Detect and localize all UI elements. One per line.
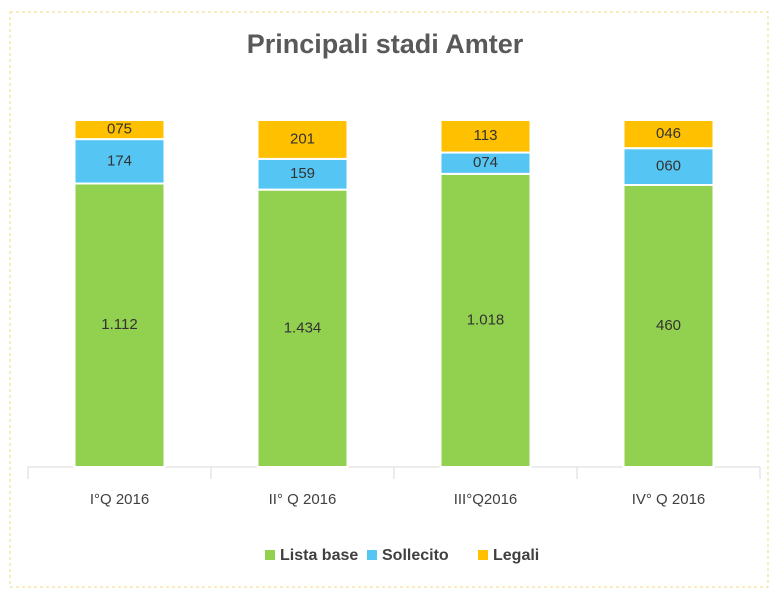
bar-segment [622, 183, 715, 468]
legend-swatch [367, 550, 377, 560]
bar-segment [73, 138, 166, 185]
legend-label: Legali [493, 547, 539, 564]
bar-segment [622, 119, 715, 150]
data-label: 1.112 [101, 316, 137, 333]
data-label: 1.018 [467, 311, 505, 328]
data-label: 460 [656, 317, 681, 334]
data-label: 075 [107, 121, 132, 138]
bar-segment [256, 119, 349, 160]
data-label: 1.434 [284, 319, 322, 336]
chart-border [9, 11, 769, 588]
data-label: 113 [474, 127, 498, 144]
bar-segment [73, 119, 166, 141]
bar-segment [439, 172, 532, 468]
x-tick-label: III°Q2016 [454, 491, 518, 508]
bar-segment [622, 147, 715, 186]
x-tick-label: I°Q 2016 [90, 491, 149, 508]
legend-label: Sollecito [382, 547, 449, 564]
bar-segment [439, 119, 532, 154]
chart-title: Principali stadi Amter [247, 29, 524, 59]
legend-label: Lista base [280, 547, 358, 564]
legend-swatch [478, 550, 488, 560]
data-label: 046 [656, 125, 681, 142]
x-tick-label: II° Q 2016 [269, 491, 337, 508]
data-label: 159 [290, 165, 315, 182]
bar-segment [256, 157, 349, 191]
data-label: 074 [473, 154, 498, 171]
legend-swatch [265, 550, 275, 560]
data-label: 060 [656, 158, 681, 175]
x-tick-label: IV° Q 2016 [632, 491, 706, 508]
data-label: 174 [107, 152, 132, 169]
data-label: 201 [290, 130, 315, 147]
